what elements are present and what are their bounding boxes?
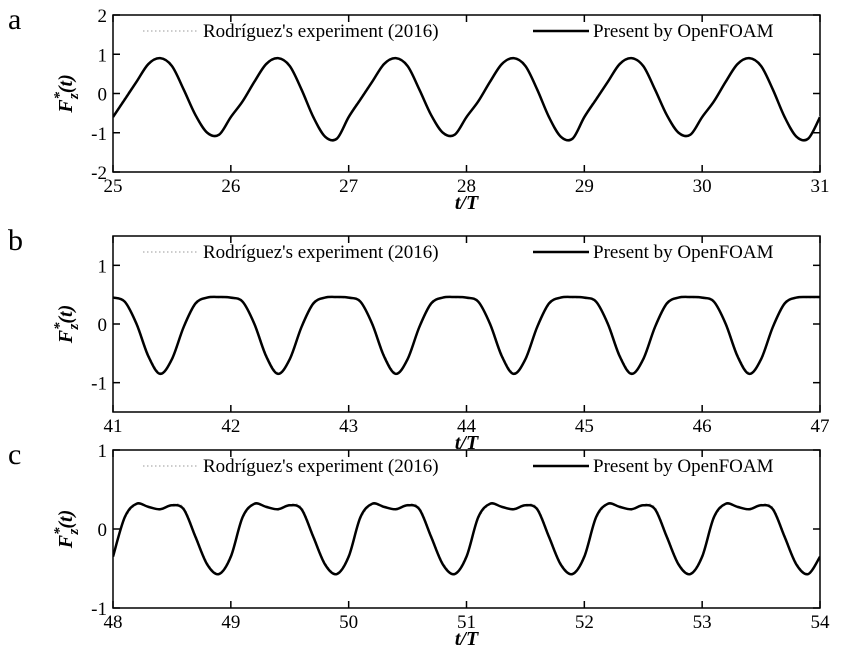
series-line [113,502,820,576]
x-tick-label: 25 [104,176,123,197]
x-tick-label: 49 [221,612,240,633]
y-axis-label: F*z(t) [52,305,82,345]
panel: a -2 -1 0 1 2 25 26 27 28 29 30 31 t/T F*z(t) Rodríguez… [8,3,830,214]
series-line [113,295,820,376]
x-tick-label: 52 [575,612,594,633]
panel-label: c [8,438,21,471]
y-tick-label: 1 [98,256,108,277]
x-tick-label: 41 [104,416,123,437]
legend-label: Present by OpenFOAM [593,456,774,477]
x-tick-label: 43 [339,416,358,437]
y-label-sub: z [66,323,82,330]
panel: b -1 0 1 41 42 43 44 45 46 47 t/T F*z(t) Rodríguez's … [8,224,830,454]
x-tick-label: 50 [339,612,358,633]
legend-label: Present by OpenFOAM [593,242,774,263]
series-line [113,295,820,374]
y-axis-label: F*z(t) [52,510,82,550]
x-tick-label: 44 [457,416,477,437]
x-tick-label: 45 [575,416,594,437]
x-tick-label: 46 [693,416,712,437]
y-label-base: F [55,99,77,114]
x-tick-label: 51 [457,612,476,633]
panel-label: a [8,3,21,36]
series-line [113,56,820,142]
y-tick-label: 2 [98,6,108,27]
y-label-sub: z [66,93,82,100]
y-tick-label: -1 [91,599,107,620]
y-label-sub: z [66,528,82,535]
x-tick-label: 29 [575,176,594,197]
x-tick-label: 42 [221,416,240,437]
series-line [113,502,820,575]
x-axis-label: t/T [455,192,479,214]
y-tick-label: -1 [91,374,107,395]
y-tick-label: 0 [98,520,108,541]
x-tick-label: 26 [221,176,240,197]
y-tick-label: 1 [98,45,108,66]
y-label-base: F [55,329,77,344]
x-tick-label: 28 [457,176,476,197]
y-tick-label: 0 [98,315,108,336]
x-axis-label: t/T [455,628,479,650]
y-axis-label: F*z(t) [52,74,82,114]
x-tick-label: 31 [811,176,830,197]
y-tick-label: 0 [98,85,108,106]
x-tick-label: 27 [339,176,358,197]
y-tick-label: -1 [91,124,107,145]
y-label-rest: (t) [55,305,77,324]
panel-label: b [8,224,23,257]
y-label-sup: * [52,322,68,330]
legend-label: Rodríguez's experiment (2016) [203,21,439,42]
x-tick-label: 54 [811,612,831,633]
x-tick-label: 48 [104,612,123,633]
x-tick-label: 30 [693,176,712,197]
y-tick-label: 1 [98,441,108,462]
x-tick-label: 53 [693,612,712,633]
x-tick-label: 47 [811,416,830,437]
y-label-base: F [55,534,77,549]
legend-label: Rodríguez's experiment (2016) [203,242,439,263]
y-label-sup: * [52,91,68,99]
legend-label: Present by OpenFOAM [593,21,774,42]
legend-label: Rodríguez's experiment (2016) [203,456,439,477]
y-label-sup: * [52,527,68,535]
panel: c -1 0 1 48 49 50 51 52 53 54 t/T F*z(t) Rodríguez's … [8,438,830,650]
x-axis-label: t/T [455,432,479,454]
y-tick-label: -2 [91,163,107,184]
y-label-rest: (t) [55,74,77,93]
y-label-rest: (t) [55,510,77,529]
